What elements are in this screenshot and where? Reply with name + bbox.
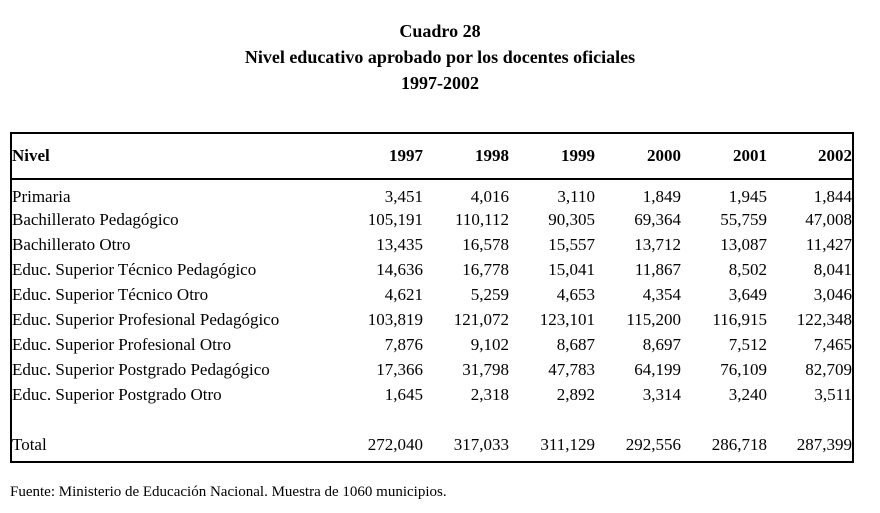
cell-value: 8,697 xyxy=(642,334,681,354)
cell-value: 82,709 xyxy=(805,359,852,379)
total-value: 287,399 xyxy=(796,435,852,454)
table-row-bachillerato-otro: Bachillerato Otro 13,435 16,578 15,557 1… xyxy=(11,232,853,257)
cell-value: 11,867 xyxy=(634,259,681,279)
cell-value: 121,072 xyxy=(453,309,509,329)
title-cuadro-number: Cuadro 28 xyxy=(399,21,481,41)
cell-value: 103,819 xyxy=(367,309,423,329)
title-year-range: 1997-2002 xyxy=(401,73,479,93)
cell-value: 16,778 xyxy=(462,259,509,279)
title-description: Nivel educativo aprobado por los docente… xyxy=(244,47,636,67)
cell-value: 5,259 xyxy=(470,284,509,304)
total-value: 292,556 xyxy=(625,435,681,454)
cell-value: 90,305 xyxy=(548,209,595,229)
cell-value: 4,621 xyxy=(384,284,423,304)
education-levels-table: Nivel 1997 1998 1999 2000 2001 2002 Prim… xyxy=(10,132,854,463)
cell-value: 105,191 xyxy=(367,209,423,229)
cell-value: 122,348 xyxy=(796,309,852,329)
total-value: 286,718 xyxy=(711,435,767,454)
cell-value: 123,101 xyxy=(539,309,595,329)
column-header-2002: 2002 xyxy=(818,146,852,165)
spacer-row xyxy=(11,407,853,429)
row-label: Primaria xyxy=(12,187,71,206)
cell-value: 14,636 xyxy=(376,259,423,279)
cell-value: 3,314 xyxy=(642,384,681,404)
column-header-nivel: Nivel xyxy=(12,146,50,165)
table-total-row: Total 272,040 317,033 311,129 292,556 28… xyxy=(11,429,853,462)
cell-value: 55,759 xyxy=(720,209,767,229)
row-label: Educ. Superior Técnico Otro xyxy=(12,284,209,304)
cell-value: 115,200 xyxy=(626,309,681,329)
cell-value: 7,465 xyxy=(813,334,852,354)
row-label: Bachillerato Pedagógico xyxy=(12,209,179,229)
cell-value: 1,945 xyxy=(728,187,767,206)
cell-value: 17,366 xyxy=(376,359,423,379)
row-label: Educ. Superior Postgrado Pedagógico xyxy=(12,359,270,379)
cell-value: 4,016 xyxy=(470,187,509,206)
table-row-profesional-otro: Educ. Superior Profesional Otro 7,876 9,… xyxy=(11,332,853,357)
cell-value: 13,712 xyxy=(634,234,681,254)
cell-value: 16,578 xyxy=(462,234,509,254)
cell-value: 2,318 xyxy=(470,384,509,404)
total-value: 311,129 xyxy=(540,435,595,454)
total-value: 272,040 xyxy=(367,435,423,454)
column-header-1997: 1997 xyxy=(389,146,423,165)
cell-value: 47,783 xyxy=(548,359,595,379)
cell-value: 1,849 xyxy=(642,187,681,206)
column-header-1998: 1998 xyxy=(475,146,509,165)
source-note: Fuente: Ministerio de Educación Nacional… xyxy=(10,484,447,500)
cell-value: 110,112 xyxy=(455,209,509,229)
cell-value: 7,512 xyxy=(728,334,767,354)
cell-value: 8,687 xyxy=(556,334,595,354)
table-row-profesional-pedagogico: Educ. Superior Profesional Pedagógico 10… xyxy=(11,307,853,332)
row-label: Educ. Superior Postgrado Otro xyxy=(12,384,222,404)
cell-value: 3,046 xyxy=(813,284,852,304)
cell-value: 2,892 xyxy=(556,384,595,404)
table-title: Cuadro 28 Nivel educativo aprobado por l… xyxy=(10,18,870,96)
cell-value: 7,876 xyxy=(384,334,423,354)
table-row-bachillerato-pedagogico: Bachillerato Pedagógico 105,191 110,112 … xyxy=(11,207,853,232)
table-row-primaria: Primaria 3,451 4,016 3,110 1,849 1,945 1… xyxy=(11,179,853,207)
total-value: 317,033 xyxy=(453,435,509,454)
cell-value: 4,653 xyxy=(556,284,595,304)
cell-value: 1,645 xyxy=(384,384,423,404)
cell-value: 3,451 xyxy=(384,187,423,206)
cell-value: 15,557 xyxy=(548,234,595,254)
spacer-cell xyxy=(11,407,853,429)
cell-value: 3,110 xyxy=(557,187,595,206)
total-label: Total xyxy=(12,435,47,454)
row-label: Bachillerato Otro xyxy=(12,234,131,254)
cell-value: 3,511 xyxy=(814,384,852,404)
column-header-2001: 2001 xyxy=(733,146,767,165)
cell-value: 3,240 xyxy=(728,384,767,404)
cell-value: 4,354 xyxy=(642,284,681,304)
cell-value: 47,008 xyxy=(805,209,852,229)
row-label: Educ. Superior Profesional Otro xyxy=(12,334,232,354)
table-row-tecnico-otro: Educ. Superior Técnico Otro 4,621 5,259 … xyxy=(11,282,853,307)
column-header-2000: 2000 xyxy=(647,146,681,165)
cell-value: 13,435 xyxy=(376,234,423,254)
cell-value: 116,915 xyxy=(712,309,767,329)
cell-value: 3,649 xyxy=(728,284,767,304)
cell-value: 76,109 xyxy=(720,359,767,379)
cell-value: 13,087 xyxy=(720,234,767,254)
cell-value: 11,427 xyxy=(805,234,852,254)
row-label: Educ. Superior Profesional Pedagógico xyxy=(12,309,280,329)
column-header-1999: 1999 xyxy=(561,146,595,165)
cell-value: 8,041 xyxy=(813,259,852,279)
cell-value: 64,199 xyxy=(634,359,681,379)
cell-value: 69,364 xyxy=(634,209,681,229)
cell-value: 31,798 xyxy=(462,359,509,379)
cell-value: 8,502 xyxy=(728,259,767,279)
cell-value: 15,041 xyxy=(548,259,595,279)
cell-value: 9,102 xyxy=(470,334,509,354)
cell-value: 1,844 xyxy=(813,187,852,206)
table-row-postgrado-otro: Educ. Superior Postgrado Otro 1,645 2,31… xyxy=(11,382,853,407)
row-label: Educ. Superior Técnico Pedagógico xyxy=(12,259,257,279)
table-header-row: Nivel 1997 1998 1999 2000 2001 2002 xyxy=(11,133,853,179)
table-row-postgrado-pedagogico: Educ. Superior Postgrado Pedagógico 17,3… xyxy=(11,357,853,382)
table-row-tecnico-pedagogico: Educ. Superior Técnico Pedagógico 14,636… xyxy=(11,257,853,282)
